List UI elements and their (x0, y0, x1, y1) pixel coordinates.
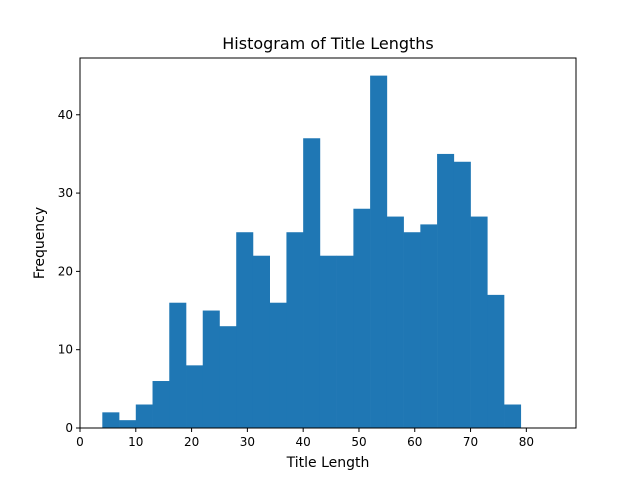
histogram-bar (504, 404, 522, 428)
histogram-bar (453, 161, 471, 428)
histogram-bar (186, 365, 204, 428)
x-tick-label: 20 (184, 435, 199, 449)
histogram-bar (403, 232, 421, 428)
x-axis-ticks: 0 10 20 30 40 50 60 70 80 (76, 428, 534, 449)
histogram-bar (219, 326, 237, 428)
histogram-bar (336, 255, 354, 428)
x-tick-label: 0 (76, 435, 84, 449)
x-tick-label: 80 (519, 435, 534, 449)
histogram-bar (286, 232, 304, 428)
histogram-bar (269, 302, 287, 428)
x-tick-label: 60 (407, 435, 422, 449)
histogram-bar (102, 412, 120, 428)
y-axis-label: Frequency (32, 207, 48, 279)
histogram-bar (437, 153, 455, 428)
histogram-bar (152, 381, 170, 428)
histogram-bar (353, 208, 371, 428)
y-tick-label: 20 (58, 264, 73, 278)
histogram-bar (252, 255, 270, 428)
histogram-bar (119, 420, 137, 428)
y-tick-label: 40 (58, 108, 73, 122)
chart-title: Histogram of Title Lengths (222, 34, 434, 53)
y-tick-label: 0 (65, 421, 73, 435)
x-tick-label: 10 (128, 435, 143, 449)
x-tick-label: 50 (351, 435, 366, 449)
y-tick-label: 30 (58, 186, 73, 200)
y-tick-label: 10 (58, 343, 73, 357)
histogram-bar (386, 216, 404, 428)
histogram-bar (135, 404, 153, 428)
x-tick-label: 40 (296, 435, 311, 449)
x-axis-label: Title Length (286, 455, 370, 471)
y-axis-ticks: 0 10 20 30 40 (58, 108, 80, 435)
histogram-bar (202, 310, 220, 428)
histogram-bar (370, 75, 388, 429)
histogram-bar (303, 138, 321, 428)
histogram-bar (420, 224, 438, 428)
histogram-bar (236, 232, 254, 428)
histogram-bar (169, 302, 187, 428)
histogram-bar (319, 255, 337, 428)
x-tick-label: 70 (463, 435, 478, 449)
histogram-bar (470, 216, 488, 428)
plot-frame (79, 57, 577, 429)
x-tick-label: 30 (240, 435, 255, 449)
bars-group (102, 75, 522, 429)
histogram-bar (487, 294, 505, 428)
